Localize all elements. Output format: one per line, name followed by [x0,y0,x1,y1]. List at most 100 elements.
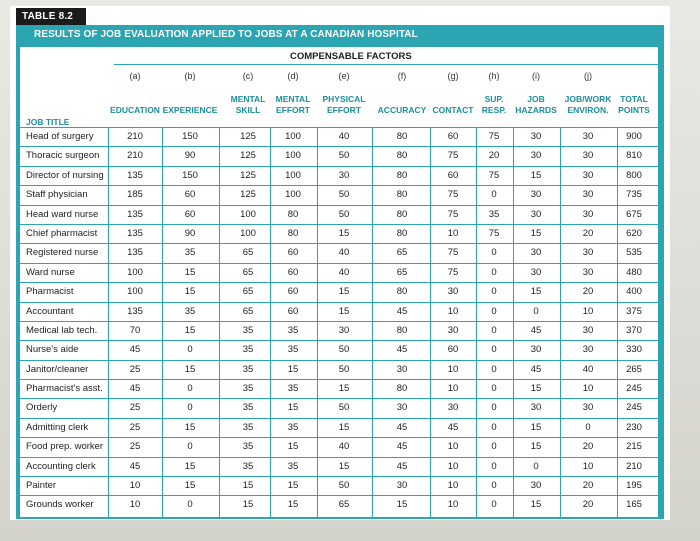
value-cell: 135 [127,305,143,317]
job-title-cell: Grounds worker [26,499,94,511]
value-cell: 125 [240,150,256,162]
value-cell: 125 [240,169,256,181]
value-cell: 10 [447,227,459,239]
value-cell: 60 [287,266,299,278]
value-cell: 30 [530,266,542,278]
value-cell: 60 [447,169,459,181]
value-cell: 35 [287,421,299,433]
column-divider [372,127,373,517]
value-cell: 30 [396,363,408,375]
table-row: Admitting clerk 25 15 35 35 15 45 45 0 15 0 230 [20,417,658,437]
column-header: PHYSICAL EFFORT [312,94,376,116]
value-cell: 10 [447,383,459,395]
value-cell: 675 [626,208,642,220]
value-cell: 20 [488,150,500,162]
value-cell: 100 [285,150,301,162]
column-letter: (h) [488,71,500,81]
value-cell: 150 [182,131,198,142]
value-cell: 45 [129,344,141,356]
value-cell: 165 [626,499,642,511]
value-cell: 135 [127,227,143,239]
column-header-line1: JOB [527,94,545,104]
value-cell: 15 [338,460,350,472]
value-cell: 90 [184,150,196,162]
value-cell: 0 [491,402,497,414]
value-cell: 30 [530,208,542,220]
value-cell: 0 [187,402,193,414]
value-cell: 265 [626,363,642,375]
value-cell: 15 [530,169,542,181]
value-cell: 0 [491,324,497,336]
value-cell: 10 [447,363,459,375]
column-header-line2: ENVIRON. [567,105,609,115]
column-header-line1: JOB/WORK [564,94,612,104]
value-cell: 10 [129,499,141,511]
value-cell: 0 [491,189,497,201]
value-cell: 35 [242,402,254,414]
column-divider [430,127,431,517]
value-cell: 80 [396,131,408,142]
table-body: Head of surgery 210 150 125 100 40 80 60 75 30 30 9… [20,127,658,515]
column-divider [162,127,163,517]
column-header-line2: EFFORT [327,105,361,115]
value-cell: 370 [626,324,642,336]
value-cell: 100 [285,189,301,201]
job-title-cell: Thoracic surgeon [26,150,100,162]
value-cell: 80 [287,208,299,220]
value-cell: 25 [129,441,141,453]
table-row: Staff physician 185 60 125 100 50 80 75 0 30 30 735 [20,185,658,204]
value-cell: 35 [287,460,299,472]
job-title-cell: Admitting clerk [26,421,89,433]
column-letter: (e) [338,71,350,81]
value-cell: 215 [626,441,642,453]
column-header-line2: RESP. [481,105,507,115]
value-cell: 0 [491,383,497,395]
table-tag: TABLE 8.2 [16,8,86,25]
value-cell: 20 [582,227,594,239]
value-cell: 15 [184,324,196,336]
value-cell: 15 [287,363,299,375]
value-cell: 35 [287,324,299,336]
value-cell: 75 [488,169,500,181]
job-title-cell: Medical lab tech. [26,324,98,336]
value-cell: 40 [338,247,350,259]
value-cell: 75 [447,150,459,162]
value-cell: 30 [582,247,594,259]
column-header-line1 [153,94,227,105]
column-header-line2: HAZARDS [515,105,557,115]
value-cell: 30 [530,150,542,162]
value-cell: 50 [338,480,350,492]
value-cell: 100 [127,286,143,298]
value-cell: 25 [129,363,141,375]
value-cell: 35 [287,383,299,395]
value-cell: 210 [127,150,143,162]
value-cell: 15 [530,286,542,298]
value-cell: 80 [396,208,408,220]
value-cell: 45 [396,421,408,433]
value-cell: 15 [242,480,254,492]
table-row: Director of nursing 135 150 125 100 30 80 60 75 1… [20,165,658,185]
column-letter: (c) [242,71,254,81]
value-cell: 30 [582,169,594,181]
table-row: Nurse's aide 45 0 35 35 50 45 60 0 30 30 330 [20,340,658,359]
value-cell: 35 [242,441,254,453]
evaluation-table: COMPENSABLE FACTORS JOB TITLE (a) (b) (c) (… [20,47,658,517]
value-cell: 375 [626,305,642,317]
column-header-line1: PHYSICAL [322,94,366,104]
value-cell: 65 [242,266,254,278]
value-cell: 15 [396,499,408,511]
value-cell: 10 [447,460,459,472]
value-cell: 60 [184,208,196,220]
value-cell: 80 [396,169,408,181]
value-cell: 45 [396,305,408,317]
value-cell: 35 [184,305,196,317]
value-cell: 80 [396,383,408,395]
value-cell: 0 [187,344,193,356]
value-cell: 80 [396,286,408,298]
column-header: JOB/WORK ENVIRON. [554,94,622,116]
value-cell: 0 [491,247,497,259]
value-cell: 15 [287,480,299,492]
value-cell: 135 [127,247,143,259]
value-cell: 20 [582,286,594,298]
value-cell: 30 [396,480,408,492]
